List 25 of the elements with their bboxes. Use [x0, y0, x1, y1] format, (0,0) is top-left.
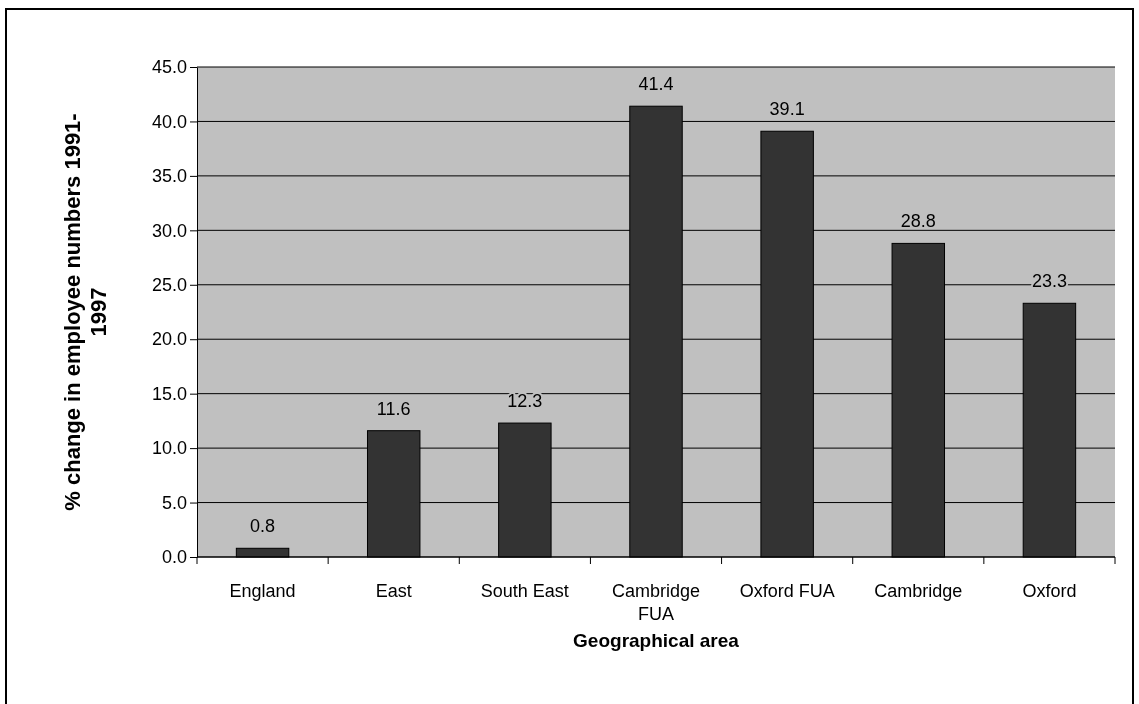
x-tick-label: Oxford FUA	[739, 581, 835, 601]
data-label: 12.3	[507, 391, 543, 412]
y-tick-label: 30.0	[151, 220, 187, 241]
y-tick-label: 40.0	[151, 111, 187, 132]
y-tick-label: 45.0	[151, 57, 187, 78]
data-label: 41.4	[638, 74, 674, 95]
x-tick-label: Cambridge	[874, 581, 963, 601]
data-label: 28.8	[900, 211, 936, 232]
y-tick-label: 15.0	[151, 383, 187, 404]
x-tick-label: East	[375, 581, 412, 601]
y-tick-label: 5.0	[161, 492, 187, 513]
x-axis-title: Geographical area	[573, 630, 740, 651]
y-tick-label: 10.0	[151, 438, 187, 459]
x-tick-label: South East	[480, 581, 569, 601]
y-tick-label: 20.0	[151, 329, 187, 350]
x-tick-label: Oxford	[1022, 581, 1077, 601]
x-tick-label: England	[229, 581, 296, 601]
data-label: 0.8	[250, 516, 276, 537]
y-tick-label: 0.0	[161, 547, 187, 568]
y-tick-label: 25.0	[151, 275, 187, 296]
y-tick-label: 35.0	[151, 166, 187, 187]
y-axis-title: % change in employee numbers 1991-1997	[60, 113, 111, 511]
data-label: 39.1	[769, 99, 805, 120]
data-label: 11.6	[376, 398, 411, 419]
x-tick-label: Cambridge FUA	[611, 581, 701, 624]
